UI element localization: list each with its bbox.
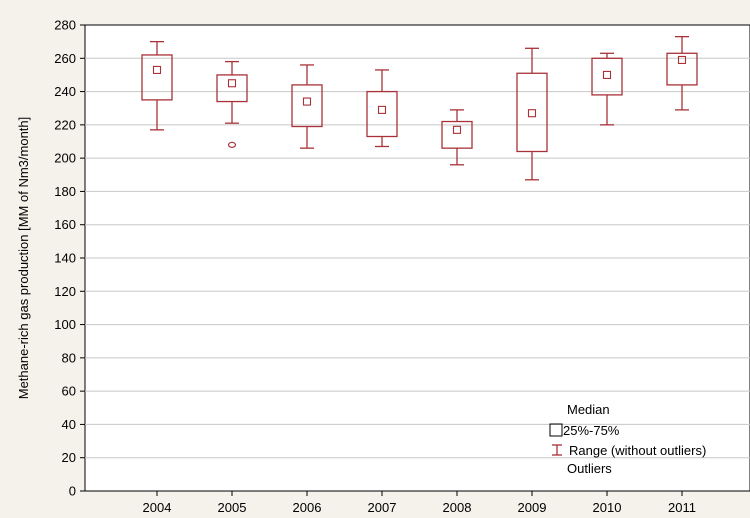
box-iqr (516, 72, 548, 153)
box-2006 (291, 64, 323, 149)
box-2011 (666, 36, 698, 111)
box-2004 (141, 40, 173, 131)
legend-outliers-label: Outliers (567, 461, 612, 476)
boxes (141, 36, 698, 181)
median-marker (302, 97, 312, 106)
box-iqr (291, 84, 323, 128)
y-axis-ticks: 0 20 40 60 80 100 120 140 160 180 200 220 240 260 280 (54, 18, 85, 499)
legend-median-label: Median (567, 402, 610, 417)
y-tick-label: 60 (62, 384, 76, 399)
box-iqr (366, 90, 398, 138)
box-2010 (591, 52, 623, 126)
y-tick-label: 260 (54, 51, 76, 66)
x-tick-label: 2008 (443, 500, 472, 515)
y-tick-label: 20 (62, 450, 76, 465)
legend-range-icon (552, 444, 562, 456)
box-iqr (666, 52, 698, 86)
box-iqr (441, 120, 473, 149)
box-iqr (591, 57, 623, 96)
median-marker (527, 109, 537, 118)
median-marker (377, 105, 387, 114)
median-marker (452, 125, 462, 134)
box-2005 (216, 60, 248, 148)
y-tick-label: 40 (62, 417, 76, 432)
y-tick-label: 220 (54, 117, 76, 132)
box-2009 (516, 47, 548, 181)
x-axis-ticks: 2004 2005 2006 2007 2008 2009 2010 2011 (143, 491, 696, 515)
x-tick-label: 2005 (218, 500, 247, 515)
y-tick-label: 280 (54, 18, 76, 33)
box-2008 (441, 109, 473, 166)
y-tick-label: 140 (54, 251, 76, 266)
x-tick-label: 2010 (593, 500, 622, 515)
y-tick-label: 0 (69, 484, 76, 499)
box-2007 (366, 69, 398, 148)
outlier-point (227, 141, 237, 148)
gridlines (85, 57, 750, 459)
median-marker (602, 70, 612, 79)
legend-box-label: 25%-75% (563, 423, 620, 438)
legend-range-label: Range (without outliers) (569, 443, 706, 458)
y-tick-label: 240 (54, 84, 76, 99)
box-iqr (141, 54, 173, 101)
y-axis-label: Methane-rich gas production [MM of Nm3/m… (16, 117, 31, 400)
median-marker (677, 55, 687, 65)
box-iqr (216, 74, 248, 103)
x-tick-label: 2011 (668, 500, 696, 515)
x-tick-label: 2007 (368, 500, 397, 515)
x-tick-label: 2004 (143, 500, 172, 515)
y-tick-label: 180 (54, 184, 76, 199)
y-tick-label: 160 (54, 217, 76, 232)
y-tick-label: 100 (54, 317, 76, 332)
y-tick-label: 200 (54, 151, 76, 166)
median-marker (152, 65, 162, 74)
x-tick-label: 2006 (293, 500, 322, 515)
legend-box-icon (549, 423, 563, 437)
y-tick-label: 120 (54, 284, 76, 299)
x-tick-label: 2009 (518, 500, 547, 515)
median-marker (227, 79, 237, 88)
legend: Median 25%-75% Range (without outliers) … (549, 402, 706, 476)
y-tick-label: 80 (62, 350, 76, 365)
